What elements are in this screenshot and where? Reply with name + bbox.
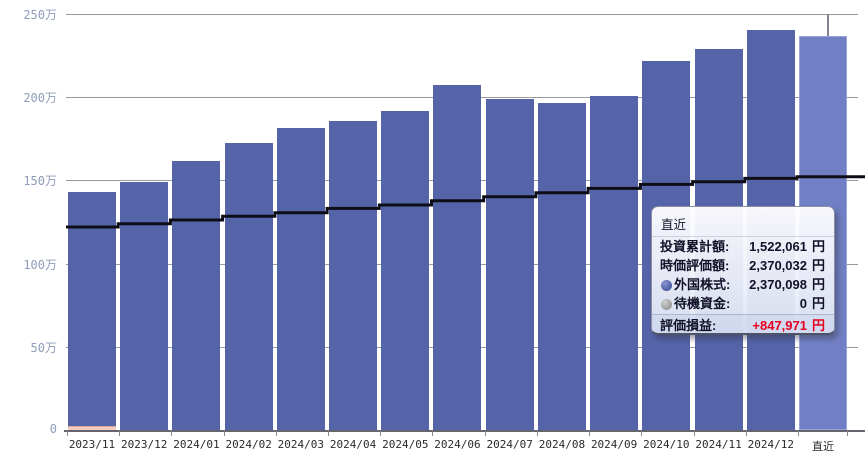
bar[interactable] (433, 84, 482, 430)
y-axis-label: 50万 (30, 340, 57, 355)
gridline (66, 14, 858, 15)
tooltip-title: 直近 (652, 212, 834, 237)
x-tick (171, 431, 173, 436)
y-axis-label: 100万 (23, 257, 57, 272)
foreign-stock-dot-icon (661, 279, 672, 291)
x-axis-label: 2024/07 (486, 438, 533, 451)
tooltip: 直近 投資累計額: 1,522,061 円時価評価額: 2,370,032 円外国株式:… (651, 206, 835, 335)
x-tick (641, 431, 643, 436)
x-axis-label: 2023/11 (68, 438, 116, 451)
tooltip-row: 外国株式: 2,370,098 円 (652, 275, 834, 294)
x-tick (846, 431, 848, 436)
tooltip-rows: 投資累計額: 1,522,061 円時価評価額: 2,370,032 円外国株式: 2,3… (652, 237, 834, 333)
bar[interactable] (329, 120, 378, 430)
bar[interactable] (68, 191, 116, 430)
cash-dot-icon (661, 298, 672, 310)
x-tick (119, 431, 121, 436)
x-tick (484, 431, 486, 436)
x-tick (223, 431, 225, 436)
x-tick (328, 431, 330, 436)
x-axis-label: 2024/08 (538, 438, 586, 451)
x-axis-label: 2024/12 (747, 438, 794, 451)
x-tick (67, 431, 68, 436)
x-axis-label: 2024/11 (695, 438, 742, 451)
x-axis-label: 2024/05 (382, 438, 429, 451)
x-axis-label: 2024/02 (225, 438, 272, 451)
x-tick (745, 431, 747, 436)
x-tick (432, 431, 434, 436)
tooltip-row-label: 時価評価額: (660, 258, 730, 273)
bar[interactable] (276, 127, 325, 430)
bar[interactable] (224, 142, 273, 430)
x-axis-label: 2024/04 (329, 438, 377, 451)
tooltip-row: 評価損益: +847,971 円 (652, 314, 834, 333)
x-tick (693, 431, 695, 436)
tooltip-row-value: +847,971 (752, 318, 807, 333)
bar[interactable] (590, 96, 639, 430)
x-axis-label: 2023/12 (121, 438, 168, 451)
tooltip-row: 待機資金: 0 円 (652, 294, 834, 313)
tooltip-row-value: 0 (799, 296, 807, 311)
bar[interactable] (485, 99, 534, 430)
tooltip-row-label: 待機資金: (674, 296, 731, 311)
x-axis-label: 2024/06 (434, 438, 481, 451)
tooltip-row: 投資累計額: 1,522,061 円 (652, 237, 834, 256)
y-axis-label: 250万 (23, 8, 57, 22)
tooltip-row-unit: 円 (811, 277, 825, 292)
y-axis-label: 0 (49, 422, 57, 436)
bar[interactable] (172, 160, 221, 430)
tooltip-row-value: 1,522,061 (749, 239, 807, 254)
y-axis-label: 200万 (23, 91, 57, 106)
tooltip-row-label: 評価損益: (660, 318, 717, 333)
x-tick (380, 431, 382, 436)
x-tick (275, 431, 277, 436)
y-axis-label: 150万 (23, 174, 57, 189)
bar[interactable] (120, 182, 169, 430)
tooltip-row-unit: 円 (811, 239, 825, 254)
x-axis-label: 2024/01 (173, 438, 220, 451)
bar[interactable] (537, 102, 586, 430)
tooltip-row: 時価評価額: 2,370,032 円 (652, 256, 834, 275)
x-tick (589, 431, 591, 436)
x-axis-label: 直近 (811, 440, 834, 453)
tooltip-row-unit: 円 (811, 296, 825, 311)
cash-segment (68, 426, 116, 430)
x-axis-label: 2024/10 (643, 438, 690, 451)
tooltip-row-unit: 円 (811, 258, 825, 273)
x-axis-label: 2024/09 (590, 438, 638, 451)
tooltip-row-unit: 円 (811, 318, 825, 333)
crosshair-tick (827, 14, 829, 36)
x-axis-label: 2024/03 (277, 438, 325, 451)
tooltip-row-value: 2,370,032 (749, 258, 807, 273)
tooltip-row-label: 投資累計額: (660, 239, 730, 254)
bar[interactable] (381, 111, 430, 430)
tooltip-row-value: 2,370,098 (749, 277, 807, 292)
x-tick (797, 431, 799, 436)
x-axis-line (64, 430, 865, 432)
tooltip-row-label: 外国株式: (674, 277, 731, 292)
x-tick (536, 431, 538, 436)
